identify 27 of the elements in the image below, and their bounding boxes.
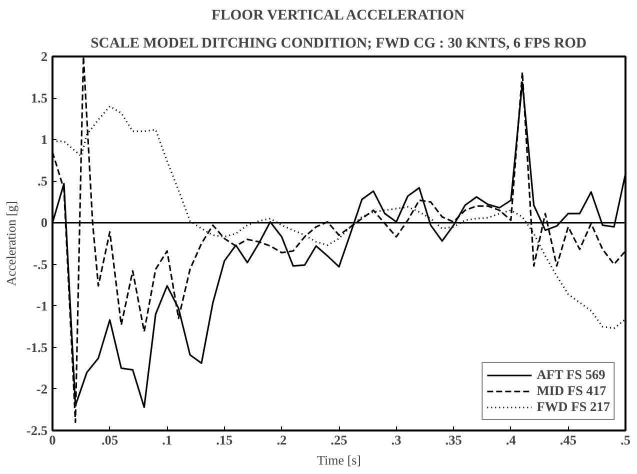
legend-label: FWD FS 217 bbox=[536, 399, 610, 415]
x-tick-label: .3 bbox=[391, 432, 402, 448]
y-tick-label: -1.5 bbox=[26, 340, 48, 355]
x-tick-label: .45 bbox=[560, 432, 577, 448]
x-tick-label: .35 bbox=[445, 432, 462, 448]
legend-label: MID FS 417 bbox=[536, 383, 606, 399]
x-tick-label: .2 bbox=[276, 432, 288, 448]
y-tick-label: -2.5 bbox=[26, 423, 48, 438]
chart-subtitle: SCALE MODEL DITCHING CONDITION; FWD CG : 30 KNTS, 6 FPS ROD bbox=[90, 36, 587, 52]
y-tick-label: 0 bbox=[40, 215, 48, 230]
x-tick-label: .15 bbox=[216, 432, 234, 448]
x-tick-label: .5 bbox=[620, 432, 631, 448]
x-tick-label: .1 bbox=[162, 432, 172, 448]
y-tick-label: 2 bbox=[40, 49, 48, 64]
x-tick-label: .25 bbox=[330, 432, 348, 448]
y-tick-label: .5 bbox=[38, 174, 48, 189]
y-tick-label: 1 bbox=[40, 132, 48, 148]
y-tick-label: -2 bbox=[36, 381, 48, 396]
x-axis-title: Time [s] bbox=[317, 452, 361, 468]
legend-label: AFT FS 569 bbox=[536, 367, 606, 383]
y-tick-label: -1 bbox=[36, 298, 48, 314]
chart-title: FLOOR VERTICAL ACCELERATION bbox=[212, 8, 465, 24]
y-axis-title: Acceleration [g] bbox=[3, 201, 18, 286]
y-tick-label: -.5 bbox=[33, 256, 48, 272]
x-tick-label: .4 bbox=[506, 432, 516, 448]
x-tick-label: .05 bbox=[101, 432, 118, 448]
y-tick-label: 1.5 bbox=[30, 90, 48, 106]
